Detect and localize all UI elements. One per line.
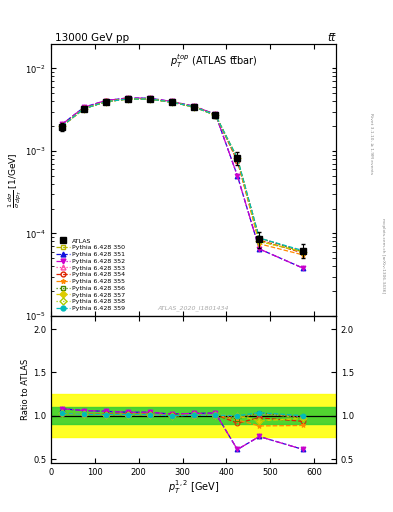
Bar [51,407,336,424]
X-axis label: $p_T^{1,2}$ [GeV]: $p_T^{1,2}$ [GeV] [168,479,219,496]
Text: mcplots.cern.ch [arXiv:1306.3436]: mcplots.cern.ch [arXiv:1306.3436] [381,219,385,293]
Text: Rivet 3.1.10, ≥ 1.9M events: Rivet 3.1.10, ≥ 1.9M events [369,113,373,174]
Y-axis label: $\frac{1}{\sigma}\frac{d\sigma}{dp_T}$ [1/GeV]: $\frac{1}{\sigma}\frac{d\sigma}{dp_T}$ [… [6,152,24,208]
Legend: ATLAS, Pythia 6.428 350, Pythia 6.428 351, Pythia 6.428 352, Pythia 6.428 353, P: ATLAS, Pythia 6.428 350, Pythia 6.428 35… [54,237,127,313]
Text: $p_T^{top}$ (ATLAS tt̅bar): $p_T^{top}$ (ATLAS tt̅bar) [169,52,257,70]
Bar [51,394,336,437]
Text: tt̅: tt̅ [328,33,336,44]
Y-axis label: Ratio to ATLAS: Ratio to ATLAS [21,359,30,420]
Text: 13000 GeV pp: 13000 GeV pp [55,33,129,44]
Text: ATLAS_2020_I1801434: ATLAS_2020_I1801434 [158,305,229,311]
